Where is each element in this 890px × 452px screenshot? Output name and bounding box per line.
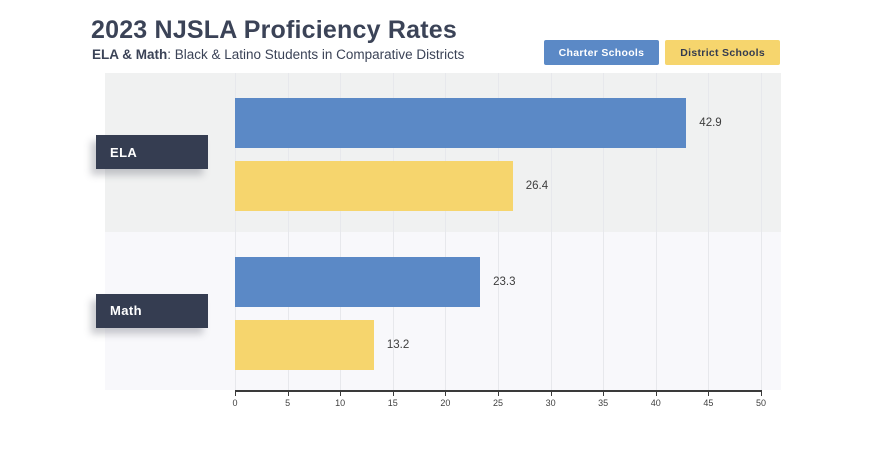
x-axis-tick-20: [445, 390, 447, 396]
x-axis-tick-label-35: 35: [598, 398, 609, 408]
value-label-math-charter-schools: 23.3: [493, 275, 516, 288]
value-label-ela-charter-schools: 42.9: [699, 117, 722, 129]
x-axis-tick-40: [655, 390, 657, 396]
x-axis-tick-label-10: 10: [335, 398, 346, 408]
page-title: 2023 NJSLA Proficiency Rates: [91, 16, 457, 44]
legend: Charter Schools District Schools: [543, 40, 780, 65]
x-axis-tick-10: [340, 390, 342, 396]
legend-item-district-schools[interactable]: District Schools: [665, 40, 780, 65]
legend-item-charter-schools[interactable]: Charter Schools: [543, 40, 660, 65]
gridline-5: [287, 73, 289, 390]
x-axis-tick-25: [498, 390, 499, 396]
subtitle-rest-part: : Black & Latino Students in Comparative…: [167, 47, 465, 62]
page-subtitle: ELA & Math: Black & Latino Students in C…: [92, 47, 464, 62]
category-label-ela: ELA: [96, 135, 208, 170]
x-axis-tick-label-5: 5: [285, 398, 291, 408]
subtitle-bold-part: ELA & Math: [92, 47, 168, 62]
gridline-40: [655, 73, 657, 390]
gridline-25: [498, 73, 499, 390]
x-axis-tick-label-0: 0: [232, 398, 238, 408]
x-axis-tick-45: [708, 390, 710, 396]
value-label-ela-district-schools: 26.4: [525, 180, 549, 192]
gridline-20: [445, 73, 447, 390]
x-axis-tick-label-30: 30: [545, 398, 556, 408]
gridline-0: [235, 73, 236, 390]
bar-math-district-schools: [235, 319, 374, 370]
gridline-35: [603, 73, 605, 390]
x-axis-tick-label-40: 40: [650, 398, 661, 408]
gridline-50: [761, 73, 762, 390]
x-axis-tick-label-15: 15: [387, 398, 398, 408]
bar-ela-district-schools: [235, 161, 513, 211]
bar-ela-charter-schools: [235, 98, 687, 148]
gridline-45: [708, 73, 710, 390]
x-axis-tick-35: [603, 390, 605, 396]
x-axis-tick-label-20: 20: [440, 398, 451, 408]
x-axis-tick-50: [761, 390, 762, 396]
gridline-15: [392, 73, 394, 390]
x-axis-tick-label-45: 45: [703, 398, 714, 408]
category-label-math: Math: [96, 293, 208, 328]
x-axis-tick-30: [550, 390, 552, 396]
x-axis-tick-5: [287, 390, 289, 396]
bar-math-charter-schools: [235, 256, 481, 307]
x-axis-tick-0: [235, 390, 236, 396]
x-axis-tick-label-25: 25: [492, 398, 503, 408]
value-label-math-district-schools: 13.2: [386, 338, 410, 351]
gridline-10: [340, 73, 342, 390]
gridline-30: [550, 73, 552, 390]
x-axis-tick-15: [392, 390, 394, 396]
x-axis-tick-label-50: 50: [755, 398, 766, 408]
